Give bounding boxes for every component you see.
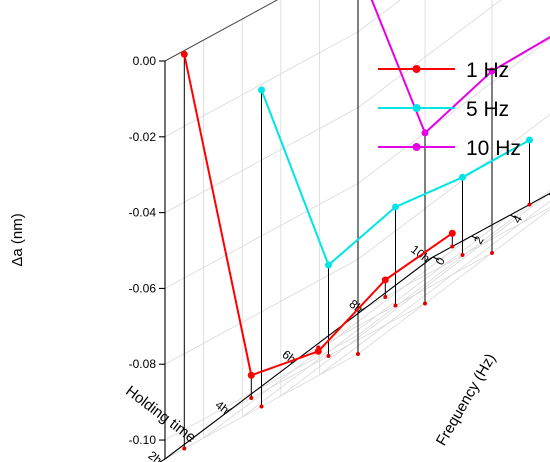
drop-line-base-marker — [182, 446, 187, 451]
x-tick — [427, 256, 434, 261]
z-tick-label: -0.06 — [129, 281, 157, 295]
series-line — [370, 0, 550, 135]
series-lines — [180, 0, 550, 379]
z-tick-label: -0.04 — [129, 206, 157, 220]
data-point — [488, 67, 496, 75]
drop-line-base-marker — [259, 404, 264, 409]
grid-line — [164, 0, 278, 62]
x-tick-label: 4h — [213, 398, 232, 417]
legend-label: 10 Hz — [466, 137, 521, 160]
drop-line-base-marker — [326, 354, 331, 358]
x-tick — [360, 307, 367, 311]
data-point — [258, 86, 265, 94]
data-point — [314, 347, 322, 355]
y-tick-label: 2 — [471, 233, 487, 246]
drop-line-base-marker — [393, 303, 398, 308]
y-axis-title: Frequency (Hz) — [433, 351, 499, 449]
z-tick-label: -0.10 — [129, 433, 157, 447]
x-tick-label: 2h — [146, 448, 165, 462]
z-tick-label: -0.02 — [129, 130, 157, 144]
grid-line — [241, 214, 511, 418]
data-point — [325, 261, 332, 269]
drop-line-base-marker — [527, 202, 532, 207]
z-axis-title: Δa (nm) — [9, 213, 26, 266]
data-point — [247, 371, 255, 379]
y-tick — [471, 235, 478, 240]
grid-line — [280, 193, 550, 397]
legend-marker — [412, 65, 421, 73]
x-tick — [226, 408, 233, 412]
data-point — [180, 50, 188, 58]
grid-line — [319, 200, 550, 376]
legend-marker — [412, 104, 421, 112]
drop-line-base-marker — [383, 295, 388, 299]
grid-line — [357, 38, 550, 184]
legend-marker — [412, 143, 421, 151]
y-tick — [509, 214, 517, 219]
drop-line-base-marker — [460, 253, 465, 257]
drop-line-base-marker — [490, 251, 494, 255]
x-tick-label: 8h — [347, 297, 366, 316]
data-point — [392, 203, 399, 211]
data-point — [381, 276, 389, 284]
y-tick-label: 0 — [432, 254, 448, 267]
data-point — [421, 129, 429, 137]
legend-label: 1 Hz — [466, 59, 509, 82]
grid-line — [357, 0, 401, 33]
drop-line-base-marker — [249, 396, 254, 400]
data-point — [448, 229, 456, 237]
drop-lines — [182, 0, 532, 451]
y-tick — [432, 256, 440, 261]
data-point — [459, 173, 466, 181]
z-tick-label: 0.00 — [133, 54, 157, 68]
grid-line — [357, 114, 550, 260]
grid-line — [203, 235, 472, 439]
y-tick-label: 6 — [548, 191, 550, 204]
drop-line-base-marker — [356, 352, 360, 356]
legend: 1 Hz 5 Hz 10 Hz — [378, 59, 521, 160]
data-point — [526, 136, 533, 144]
drop-line-base-marker — [450, 244, 455, 249]
z-tick-label: -0.08 — [129, 357, 157, 371]
drop-line-base-marker — [423, 301, 427, 306]
legend-label: 5 Hz — [466, 98, 509, 121]
frame-edge — [164, 0, 279, 62]
